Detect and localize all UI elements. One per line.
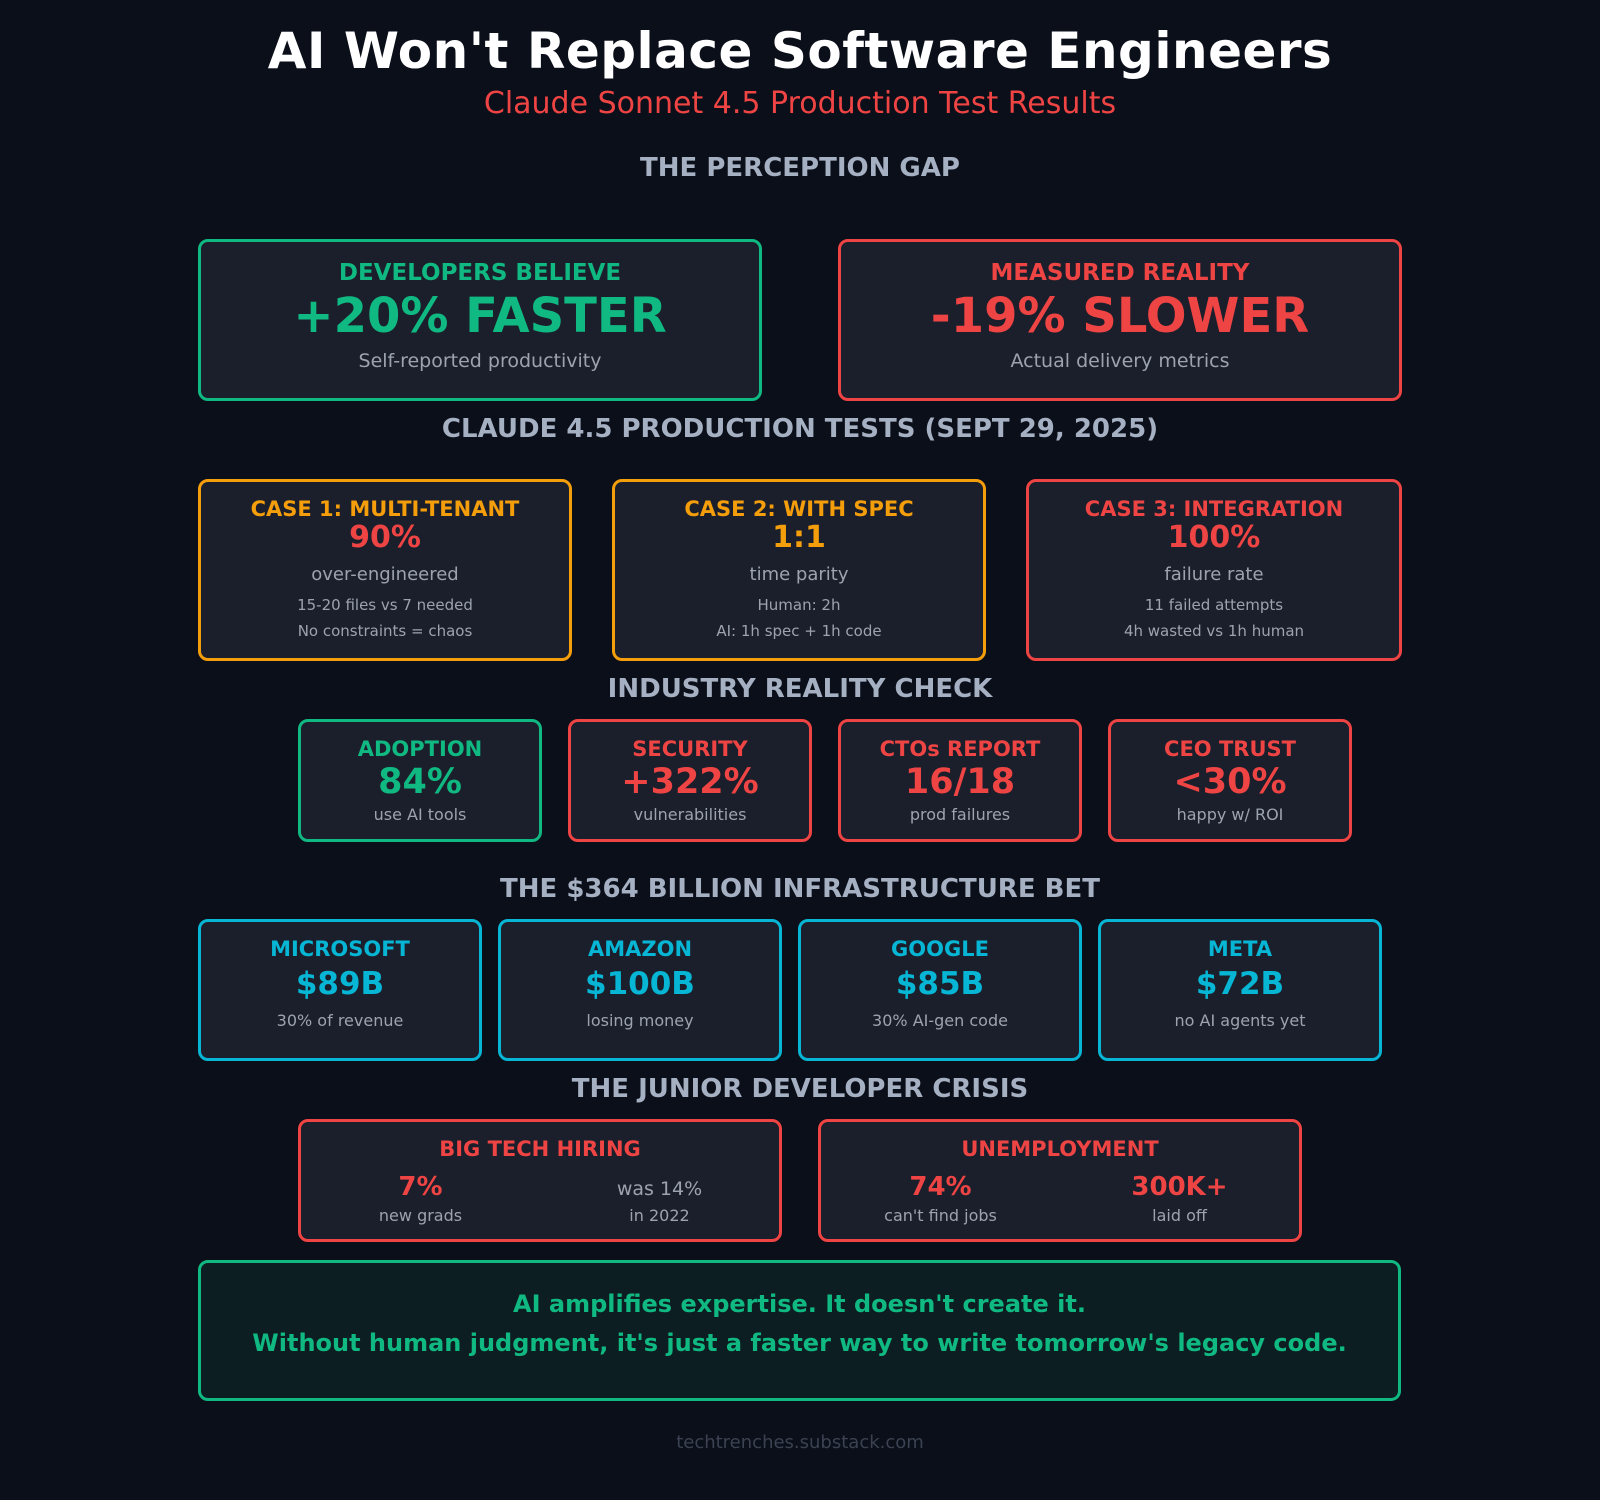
case-caption: failure rate bbox=[1164, 564, 1264, 585]
card-caption: Self-reported productivity bbox=[358, 350, 602, 372]
section-heading-junior-crisis: THE JUNIOR DEVELOPER CRISIS bbox=[571, 1074, 1029, 1104]
conclusion-banner: AI amplifies expertise. It doesn't creat… bbox=[198, 1260, 1401, 1401]
footer-source: techtrenches.substack.com bbox=[676, 1432, 924, 1453]
stat-caption: use AI tools bbox=[373, 805, 467, 824]
company-value: $72B bbox=[1195, 966, 1285, 1002]
card-caption: Actual delivery metrics bbox=[1010, 350, 1230, 372]
company-value: $85B bbox=[895, 966, 985, 1002]
card-label: MEASURED REALITY bbox=[990, 260, 1250, 286]
stat-caption: happy w/ ROI bbox=[1176, 805, 1284, 824]
conclusion-line: Without human judgment, it's just a fast… bbox=[252, 1329, 1347, 1357]
hiring-now-value: 7% bbox=[398, 1172, 443, 1202]
company-caption: no AI agents yet bbox=[1174, 1011, 1306, 1030]
case-note: No constraints = chaos bbox=[297, 622, 473, 640]
unemployment-caption: can't find jobs bbox=[884, 1206, 997, 1225]
section-heading-perception-gap: THE PERCEPTION GAP bbox=[640, 153, 960, 183]
stat-caption: vulnerabilities bbox=[633, 805, 747, 824]
card-value: -19% SLOWER bbox=[930, 288, 1310, 344]
hiring-before-value: was 14% bbox=[616, 1178, 703, 1200]
big-tech-hiring-card: BIG TECH HIRING 7% new grads was 14% in … bbox=[298, 1119, 782, 1242]
case-card: CASE 2: WITH SPEC 1:1 time parity Human:… bbox=[612, 479, 986, 661]
section-heading-industry: INDUSTRY REALITY CHECK bbox=[607, 674, 993, 704]
page-subtitle: Claude Sonnet 4.5 Production Test Result… bbox=[483, 86, 1117, 121]
layoffs-caption: laid off bbox=[1152, 1206, 1207, 1225]
company-label: AMAZON bbox=[587, 937, 693, 961]
case-label: CASE 3: INTEGRATION bbox=[1084, 497, 1344, 521]
case-value: 90% bbox=[349, 520, 421, 555]
conclusion-line: AI amplifies expertise. It doesn't creat… bbox=[513, 1290, 1086, 1318]
company-card: MICROSOFT $89B 30% of revenue bbox=[198, 919, 482, 1061]
company-value: $100B bbox=[585, 966, 695, 1002]
industry-stat-card: CEO TRUST <30% happy w/ ROI bbox=[1108, 719, 1352, 842]
stat-label: ADOPTION bbox=[357, 737, 483, 761]
industry-stat-card: SECURITY +322% vulnerabilities bbox=[568, 719, 812, 842]
layoffs-value: 300K+ bbox=[1131, 1172, 1228, 1202]
industry-stat-card: CTOs REPORT 16/18 prod failures bbox=[838, 719, 1082, 842]
stat-label: SECURITY bbox=[632, 737, 748, 761]
case-label: CASE 1: MULTI-TENANT bbox=[250, 497, 520, 521]
section-heading-production-tests: CLAUDE 4.5 PRODUCTION TESTS (SEPT 29, 20… bbox=[441, 414, 1159, 444]
case-caption: time parity bbox=[749, 564, 849, 585]
case-card: CASE 1: MULTI-TENANT 90% over-engineered… bbox=[198, 479, 572, 661]
company-caption: 30% AI-gen code bbox=[872, 1011, 1008, 1030]
company-caption: 30% of revenue bbox=[276, 1011, 404, 1030]
case-value: 1:1 bbox=[772, 520, 826, 555]
company-label: MICROSOFT bbox=[270, 937, 410, 961]
stat-value: 16/18 bbox=[904, 762, 1016, 802]
hiring-before-caption: in 2022 bbox=[629, 1206, 690, 1225]
section-heading-infrastructure: THE $364 BILLION INFRASTRUCTURE BET bbox=[500, 874, 1100, 904]
company-label: GOOGLE bbox=[891, 937, 989, 961]
card-label: UNEMPLOYMENT bbox=[961, 1137, 1159, 1161]
stat-caption: prod failures bbox=[909, 805, 1011, 824]
company-card: AMAZON $100B losing money bbox=[498, 919, 782, 1061]
company-caption: losing money bbox=[586, 1011, 694, 1030]
case-note: 4h wasted vs 1h human bbox=[1123, 622, 1305, 640]
stat-label: CEO TRUST bbox=[1164, 737, 1296, 761]
case-card: CASE 3: INTEGRATION 100% failure rate 11… bbox=[1026, 479, 1402, 661]
company-value: $89B bbox=[295, 966, 385, 1002]
hiring-now-caption: new grads bbox=[378, 1206, 463, 1225]
card-label: BIG TECH HIRING bbox=[439, 1137, 641, 1161]
case-note: AI: 1h spec + 1h code bbox=[716, 622, 882, 640]
case-note: Human: 2h bbox=[757, 596, 841, 614]
unemployment-card: UNEMPLOYMENT 74% can't find jobs 300K+ l… bbox=[818, 1119, 1302, 1242]
measured-reality-card: MEASURED REALITY -19% SLOWER Actual deli… bbox=[838, 239, 1402, 401]
case-value: 100% bbox=[1167, 520, 1261, 555]
card-value: +20% FASTER bbox=[293, 288, 667, 344]
company-card: META $72B no AI agents yet bbox=[1098, 919, 1382, 1061]
developers-believe-card: DEVELOPERS BELIEVE +20% FASTER Self-repo… bbox=[198, 239, 762, 401]
case-label: CASE 2: WITH SPEC bbox=[684, 497, 914, 521]
stat-value: 84% bbox=[378, 762, 462, 802]
stat-value: <30% bbox=[1173, 762, 1287, 802]
company-label: META bbox=[1207, 937, 1273, 961]
page-title: AI Won't Replace Software Engineers bbox=[267, 22, 1333, 80]
stat-value: +322% bbox=[621, 762, 759, 802]
case-note: 11 failed attempts bbox=[1144, 596, 1284, 614]
unemployment-value: 74% bbox=[909, 1172, 972, 1202]
card-label: DEVELOPERS BELIEVE bbox=[338, 260, 622, 286]
case-caption: over-engineered bbox=[311, 564, 459, 585]
industry-stat-card: ADOPTION 84% use AI tools bbox=[298, 719, 542, 842]
case-note: 15-20 files vs 7 needed bbox=[297, 596, 473, 614]
company-card: GOOGLE $85B 30% AI-gen code bbox=[798, 919, 1082, 1061]
stat-label: CTOs REPORT bbox=[879, 737, 1041, 761]
